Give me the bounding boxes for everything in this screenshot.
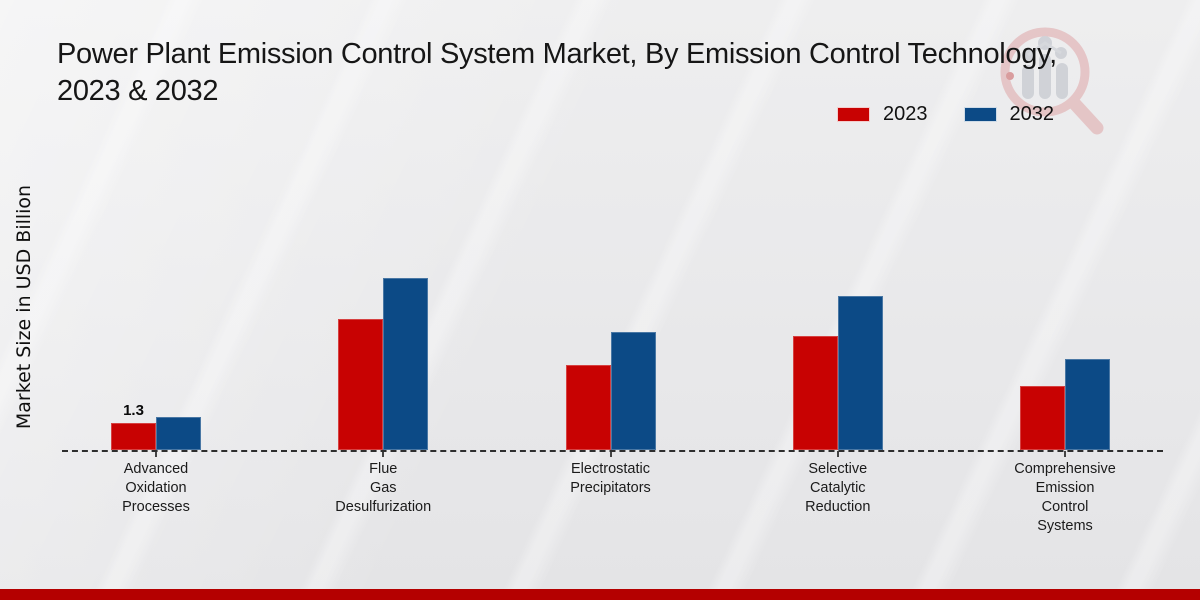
watermark-logo-icon (1000, 27, 1104, 135)
footer-accent-bar (0, 589, 1200, 600)
bar-2023 (565, 365, 611, 450)
category-label: Selective Catalytic Reduction (805, 461, 871, 515)
category-label: Flue Gas Desulfurization (335, 461, 432, 515)
bar-2023 (111, 423, 156, 450)
category-label: Comprehensive Emission Control Systems (1014, 461, 1116, 534)
chart-title-line-2: 2023 & 2032 (57, 75, 219, 107)
legend-swatch-2032 (963, 107, 997, 122)
bar-2032 (1065, 359, 1110, 450)
legend-swatch-2023 (837, 107, 870, 122)
bar-value-label: 1.3 (123, 402, 144, 419)
x-axis-baseline (62, 450, 1163, 452)
bar-2023 (792, 336, 838, 450)
axis-tick (1064, 451, 1066, 457)
legend-label-2032: 2032 (1009, 103, 1055, 125)
axis-tick (155, 451, 157, 457)
axis-tick (836, 451, 839, 457)
axis-tick (382, 451, 385, 457)
legend-item-2032: 2032 (963, 103, 1055, 126)
legend: 2023 2032 (837, 103, 1054, 126)
category-label: Electrostatic Precipitators (570, 461, 651, 496)
bar-2023 (338, 319, 384, 450)
category-label: Advanced Oxidation Processes (122, 461, 190, 515)
bar-2032 (837, 296, 883, 450)
bar-2032 (610, 332, 656, 450)
chart-title: Power Plant Emission Control System Mark… (57, 36, 1057, 110)
legend-item-2023: 2023 (837, 103, 928, 126)
bar-2032 (156, 417, 201, 450)
axis-tick (609, 451, 612, 457)
legend-label-2023: 2023 (883, 103, 928, 125)
bar-2032 (383, 278, 429, 450)
chart-title-line-1: Power Plant Emission Control System Mark… (57, 38, 1057, 70)
bar-2023 (1020, 386, 1065, 450)
